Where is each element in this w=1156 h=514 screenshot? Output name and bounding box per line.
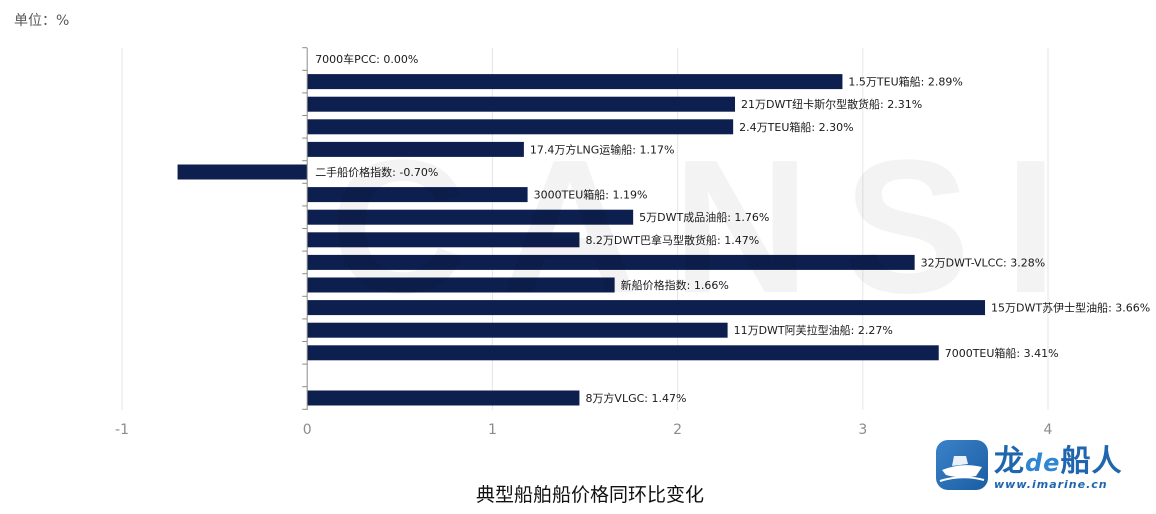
data-label: 32万DWT-VLCC: 3.28%	[921, 256, 1046, 269]
bar	[307, 345, 939, 361]
bar-chart: 7000车PCC: 0.00% 1.5万TEU箱船: 2.89% 21万DWT纽卡斯…	[115, 47, 1150, 438]
data-label: 二手船价格指数: -0.70%	[315, 165, 438, 179]
bar	[307, 209, 634, 225]
bar	[307, 277, 615, 293]
data-label: 新船价格指数: 1.66%	[621, 278, 729, 292]
unit-label: 单位：%	[14, 13, 70, 29]
bar	[177, 164, 308, 180]
logo-brand-b: de	[1025, 449, 1061, 477]
data-label: 21万DWT纽卡斯尔型散货船: 2.31%	[741, 97, 922, 111]
x-tick-label: 4	[1044, 422, 1053, 438]
data-label: 5万DWT成品油船: 1.76%	[639, 210, 769, 224]
bar	[307, 322, 728, 338]
data-label: 2.4万TEU箱船: 2.30%	[739, 120, 853, 134]
data-label: 3000TEU箱船: 1.19%	[534, 188, 648, 202]
imarine-logo: 龙de船人 www.imarine.cn	[936, 436, 1146, 496]
logo-brand-a: 龙	[994, 444, 1025, 479]
data-label: 1.5万TEU箱船: 2.89%	[848, 75, 962, 89]
bar	[307, 119, 734, 135]
bar	[307, 96, 736, 112]
x-tick-label: -1	[115, 422, 129, 438]
data-label: 8万方VLGC: 1.47%	[585, 391, 686, 405]
data-label: 8.2万DWT巴拿马型散货船: 1.47%	[585, 233, 759, 247]
x-tick-label: 3	[858, 422, 867, 438]
bar	[307, 141, 524, 157]
bar	[307, 300, 986, 316]
x-tick-label: 1	[488, 422, 497, 438]
data-label: 17.4万方LNG运输船: 1.17%	[530, 142, 675, 156]
logo-brand-c: 船人	[1060, 444, 1123, 479]
bar	[307, 187, 528, 203]
bar	[307, 232, 580, 248]
x-tick-labels: -1 0 1 2 3 4	[115, 422, 1053, 438]
bar	[307, 390, 580, 406]
ship-logo-icon	[936, 440, 988, 490]
x-tick-label: 2	[673, 422, 682, 438]
x-tick-label: 0	[303, 422, 312, 438]
bar	[307, 74, 843, 90]
data-label: 7000TEU箱船: 3.41%	[945, 346, 1059, 360]
data-labels: 7000车PCC: 0.00% 1.5万TEU箱船: 2.89% 21万DWT纽卡斯…	[315, 52, 1150, 405]
watermark: CANSI	[330, 118, 1091, 336]
data-label: 11万DWT阿芙拉型油船: 2.27%	[734, 323, 893, 337]
bar	[307, 254, 915, 270]
logo-brand: 龙de船人	[994, 436, 1122, 480]
logo-site: www.imarine.cn	[994, 478, 1108, 491]
bars	[177, 74, 986, 406]
data-label: 7000车PCC: 0.00%	[315, 52, 418, 66]
chart-title: 典型船舶船价格同环比变化	[475, 484, 704, 506]
category-axis	[302, 47, 308, 410]
data-label: 15万DWT苏伊士型油船: 3.66%	[991, 301, 1150, 315]
